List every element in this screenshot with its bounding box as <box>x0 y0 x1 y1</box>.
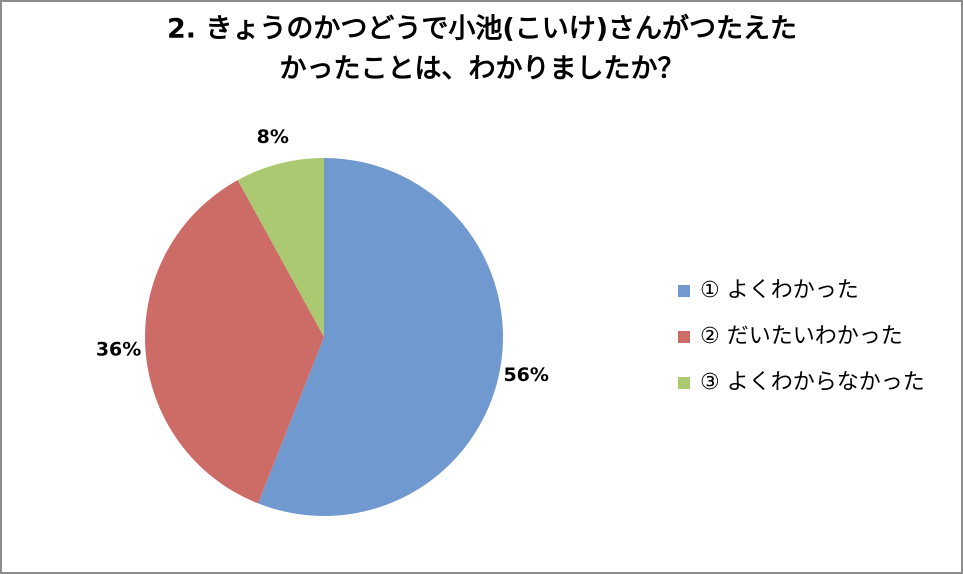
legend-swatch <box>678 285 690 297</box>
legend-swatch <box>678 377 690 389</box>
legend-label: ② だいたいわかった <box>700 324 903 349</box>
data-label: 56% <box>503 364 548 386</box>
pie-slice <box>237 158 324 337</box>
data-label: 8% <box>257 126 289 148</box>
chart-title: かったことは、わかりましたか？ <box>280 54 685 85</box>
legend-label: ① よくわかった <box>700 278 859 303</box>
pie-slice <box>145 180 324 504</box>
chart-title: 2. きょうのかつどうで小池(こいけ)さんがつたえた <box>167 13 797 45</box>
legend-swatch <box>678 331 690 343</box>
data-label: 36% <box>96 338 141 360</box>
pie-slice <box>258 158 503 516</box>
legend-label: ③ よくわからなかった <box>700 370 925 395</box>
